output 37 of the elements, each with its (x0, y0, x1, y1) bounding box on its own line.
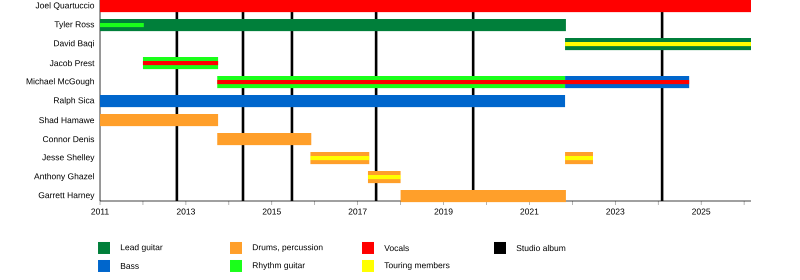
x-tick-label: 2017 (348, 208, 367, 215)
bar (400, 190, 566, 202)
y-tick-label: Anthony Ghazel (34, 173, 94, 182)
bar (310, 156, 370, 160)
bar (217, 80, 690, 84)
y-tick-label: Connor Denis (42, 136, 94, 142)
x-tick-label: 2015 (262, 208, 281, 215)
y-tick-label: Jesse Shelley (42, 154, 94, 162)
legend-label: Rhythm guitar (252, 262, 305, 270)
y-tick-label: Ralph Sica (54, 97, 94, 106)
bar (368, 174, 401, 180)
y-tick-label: Shad Hamawe (39, 116, 94, 124)
legend-label: Studio album (516, 244, 566, 252)
bar (565, 42, 751, 46)
y-tick-label: Jacob Prest (50, 60, 94, 66)
y-tick-label: Joel Quartuccio (36, 2, 94, 10)
x-tick-label: 2021 (520, 208, 538, 215)
x-tick-label: 2025 (692, 208, 710, 215)
bar (100, 18, 566, 32)
legend-label: Bass (120, 263, 139, 269)
legend-label: Vocals (384, 244, 409, 252)
legend-label: Lead guitar (120, 244, 163, 252)
x-tick-label: 2013 (176, 208, 195, 215)
legend-label: Drums, percussion (252, 244, 322, 252)
y-tick-label: Tyler Ross (54, 21, 94, 30)
y-tick-label: Michael McGough (26, 78, 94, 86)
x-tick-label: 2011 (91, 208, 109, 215)
bar (100, 94, 566, 108)
bar (217, 132, 312, 146)
y-tick-label: David Baqi (54, 40, 94, 48)
x-tick-label: 2023 (606, 208, 624, 215)
legend-label: Touring members (384, 262, 450, 270)
bar (142, 60, 218, 66)
bar (100, 114, 218, 126)
y-tick-label: Garrett Harney (38, 192, 94, 200)
bar (565, 156, 593, 160)
x-tick-label: 2019 (434, 208, 453, 215)
